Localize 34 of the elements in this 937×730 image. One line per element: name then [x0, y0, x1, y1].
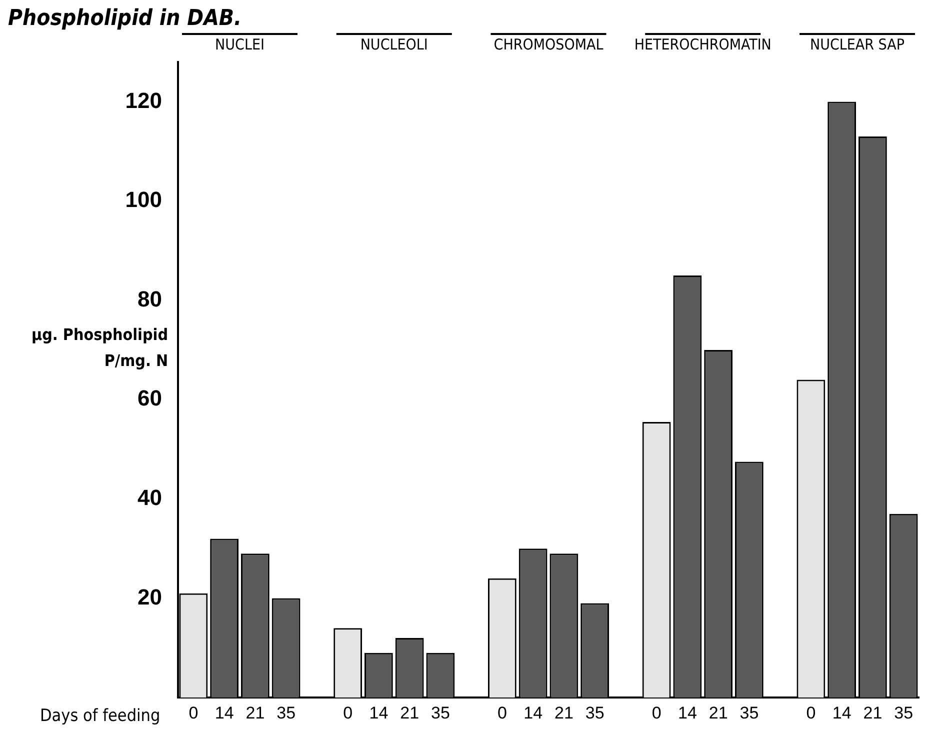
x-tick-label: 21 [554, 703, 574, 722]
x-tick-label: 14 [524, 703, 543, 722]
x-tick-label: 21 [246, 703, 265, 722]
x-tick-label: 14 [369, 703, 388, 722]
text: NUCLEOLI [360, 35, 428, 54]
x-tick-label: 35 [585, 703, 604, 722]
x-tick-label: 0 [343, 703, 353, 722]
x-tick-label: 14 [678, 703, 697, 722]
y-tick-label: 60 [138, 386, 162, 411]
y-tick-label: 20 [138, 584, 162, 610]
x-tick-label: 21 [863, 703, 882, 722]
x-tick-label: 35 [740, 703, 759, 722]
y-axis-title: µg. Phospholipid P/mg. N [30, 324, 168, 372]
y-tick-label: 40 [138, 485, 162, 510]
x-tick-label: 35 [430, 703, 450, 722]
x-axis-title: Days of feeding [40, 706, 160, 726]
x-tick-label: 0 [497, 703, 507, 722]
y-tick-label: 80 [138, 286, 162, 312]
x-tick-label: 35 [276, 703, 296, 722]
text: NUCLEI [215, 35, 264, 54]
x-tick-label: 14 [214, 703, 234, 722]
x-tick-label: 35 [894, 703, 914, 722]
x-tick-label: 0 [188, 703, 198, 722]
text: CHROMOSOMAL [494, 35, 604, 54]
x-tick-label: 0 [652, 703, 662, 722]
y-tick-label: 120 [125, 88, 162, 113]
chart-title: Phospholipid in DAB. [8, 6, 242, 31]
y-tick-label: 100 [125, 187, 162, 212]
text: NUCLEAR SAP [810, 35, 905, 54]
x-tick-label: 14 [832, 703, 852, 722]
x-tick-label: 0 [806, 703, 816, 722]
x-tick-label: 21 [400, 703, 420, 722]
x-tick-label: 21 [708, 703, 728, 722]
text: HETEROCHROMATIN [634, 35, 772, 54]
